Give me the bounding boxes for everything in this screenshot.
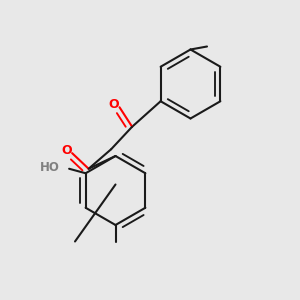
Text: O: O — [109, 98, 119, 111]
Text: O: O — [61, 144, 72, 157]
Text: HO: HO — [40, 161, 59, 174]
